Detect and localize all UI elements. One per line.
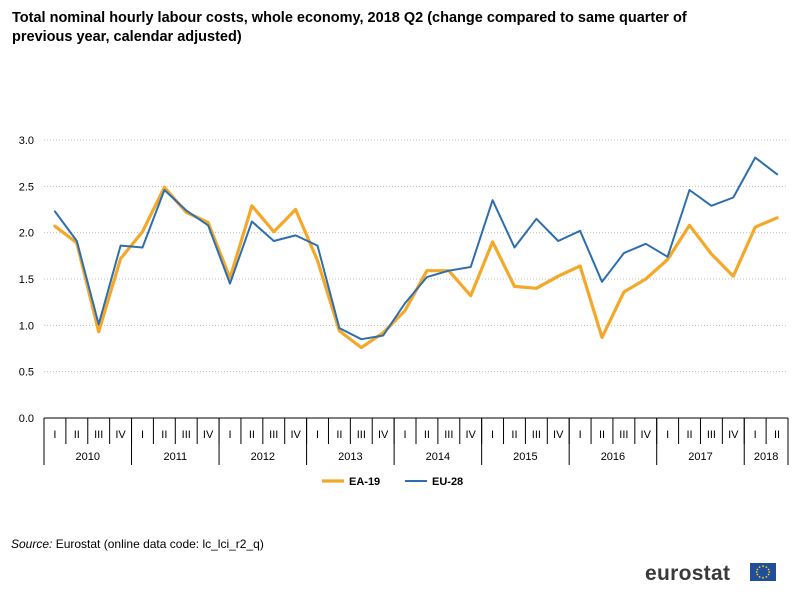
y-tick-label: 1.0 bbox=[19, 320, 34, 332]
grid-lines bbox=[44, 139, 788, 373]
year-label: 2013 bbox=[338, 451, 362, 463]
y-tick-label: 2.0 bbox=[19, 228, 34, 240]
year-label: 2010 bbox=[76, 451, 100, 463]
year-label: 2016 bbox=[601, 451, 625, 463]
year-label: 2018 bbox=[754, 451, 778, 463]
x-tick-label: IV bbox=[115, 429, 126, 441]
x-tick-label: II bbox=[774, 429, 780, 441]
y-tick-label: 0.0 bbox=[19, 413, 34, 425]
x-tick-label: III bbox=[357, 429, 366, 441]
x-tick-label: III bbox=[94, 429, 103, 441]
year-label: 2011 bbox=[163, 451, 187, 463]
x-tick-label: I bbox=[404, 429, 407, 441]
x-tick-label: I bbox=[316, 429, 319, 441]
x-tick-label: III bbox=[619, 429, 628, 441]
year-label: 2017 bbox=[688, 451, 712, 463]
x-tick-label: I bbox=[491, 429, 494, 441]
x-tick-label: I bbox=[754, 429, 757, 441]
y-tick-label: 2.5 bbox=[19, 181, 34, 193]
x-tick-label: I bbox=[579, 429, 582, 441]
source-label: Source: bbox=[11, 537, 53, 551]
x-tick-label: IV bbox=[203, 429, 214, 441]
x-tick-label: II bbox=[161, 429, 167, 441]
x-tick-label: II bbox=[249, 429, 255, 441]
x-tick-label: IV bbox=[641, 429, 652, 441]
eurostat-logo: eurostat bbox=[645, 562, 731, 585]
x-tick-label: II bbox=[424, 429, 430, 441]
legend-label-eu-28: EU-28 bbox=[432, 476, 463, 488]
x-tick-label: II bbox=[336, 429, 342, 441]
x-tick-label: IV bbox=[553, 429, 564, 441]
x-tick-label: IV bbox=[466, 429, 477, 441]
x-tick-label: I bbox=[228, 429, 231, 441]
source-note: Source: Eurostat (online data code: lc_l… bbox=[11, 537, 264, 551]
x-tick-label: II bbox=[686, 429, 692, 441]
x-tick-label: II bbox=[511, 429, 517, 441]
x-tick-label: II bbox=[599, 429, 605, 441]
x-tick-label: III bbox=[182, 429, 191, 441]
y-tick-label: 0.5 bbox=[19, 367, 34, 379]
series-line-eu-28 bbox=[53, 156, 779, 341]
y-tick-label: 3.0 bbox=[19, 135, 34, 147]
legend-label-ea-19: EA-19 bbox=[349, 476, 380, 488]
x-tick-label: IV bbox=[728, 429, 739, 441]
x-tick-label: I bbox=[53, 429, 56, 441]
year-label: 2015 bbox=[513, 451, 537, 463]
series-lines bbox=[53, 156, 779, 350]
x-tick-label: III bbox=[444, 429, 453, 441]
chart-title: Total nominal hourly labour costs, whole… bbox=[12, 10, 687, 45]
axes: 0.00.51.01.52.02.53.0I II III IV I II III IV I II… bbox=[19, 135, 789, 465]
x-tick-label: III bbox=[707, 429, 716, 441]
x-tick-label: III bbox=[269, 429, 278, 441]
year-label: 2014 bbox=[426, 451, 450, 463]
y-tick-label: 1.5 bbox=[19, 274, 34, 286]
legend: EA-19 EU-28 bbox=[322, 476, 463, 488]
x-tick-label: IV bbox=[378, 429, 389, 441]
source-text: Eurostat (online data code: lc_lci_r2_q) bbox=[55, 537, 264, 551]
series-line-ea-19 bbox=[53, 185, 779, 350]
eu-flag-icon bbox=[750, 563, 776, 581]
x-tick-label: III bbox=[532, 429, 541, 441]
x-tick-label: IV bbox=[290, 429, 301, 441]
x-tick-label: II bbox=[74, 429, 80, 441]
x-tick-label: I bbox=[666, 429, 669, 441]
year-label: 2012 bbox=[251, 451, 275, 463]
x-tick-label: I bbox=[141, 429, 144, 441]
